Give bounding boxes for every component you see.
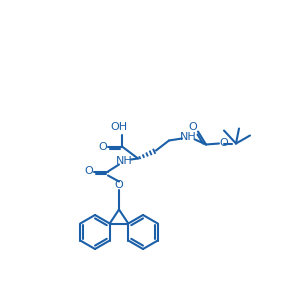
Text: O: O — [85, 167, 93, 176]
Text: O: O — [189, 122, 197, 131]
Text: NH: NH — [116, 155, 132, 166]
Text: OH: OH — [110, 122, 127, 133]
Text: O: O — [115, 181, 123, 190]
Text: NH: NH — [180, 133, 196, 142]
Text: O: O — [99, 142, 107, 152]
Text: O: O — [220, 139, 228, 148]
